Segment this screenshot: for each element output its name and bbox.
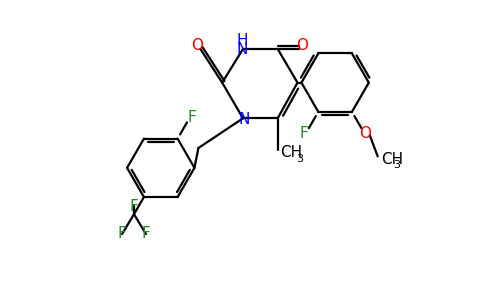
Text: 3: 3 <box>393 160 400 170</box>
Text: N: N <box>238 112 250 127</box>
Text: O: O <box>296 38 308 53</box>
Text: 3: 3 <box>297 154 303 164</box>
Text: F: F <box>118 226 126 242</box>
Text: CH: CH <box>381 152 403 167</box>
Text: O: O <box>191 38 203 53</box>
Text: F: F <box>187 110 196 124</box>
Text: N: N <box>236 42 248 57</box>
Text: CH: CH <box>280 146 302 160</box>
Text: O: O <box>359 126 371 141</box>
Text: F: F <box>141 226 150 242</box>
Text: H: H <box>236 32 248 47</box>
Text: F: F <box>299 126 308 141</box>
Text: F: F <box>130 199 138 214</box>
